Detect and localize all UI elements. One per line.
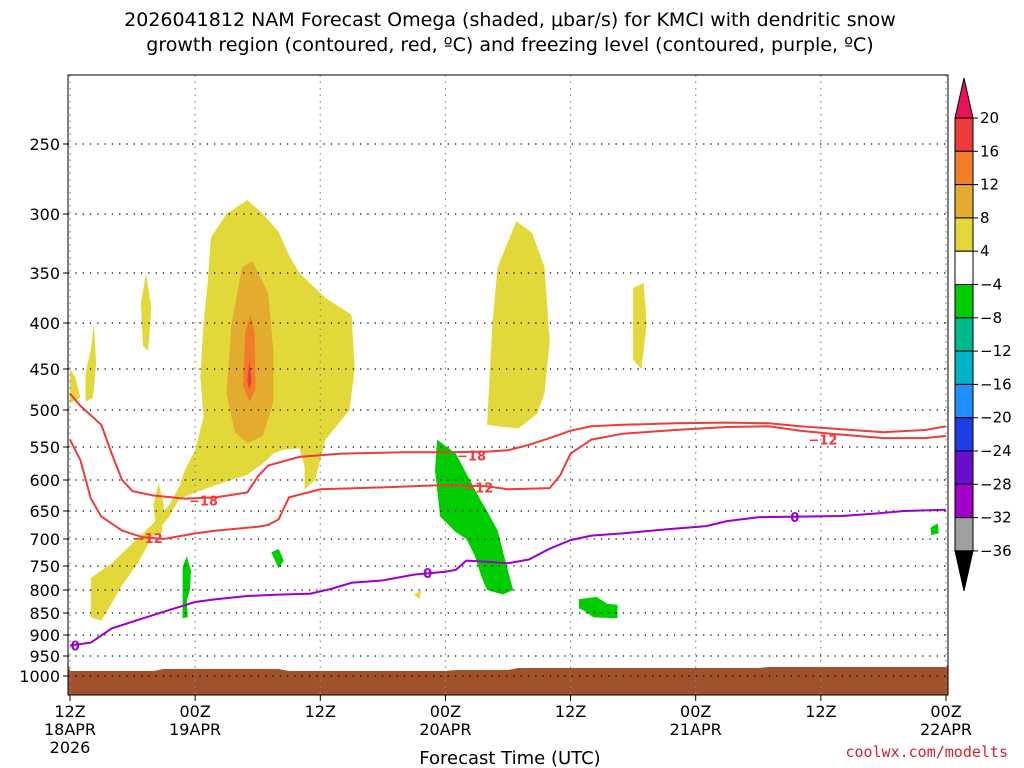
colorbar-segment: [954, 117, 974, 152]
colorbar-segment: [954, 450, 974, 485]
colorbar-segment: [954, 184, 974, 219]
colorbar-label: −32: [980, 509, 1012, 527]
pressure-tick-label: 500: [29, 401, 60, 420]
dgz-contour-label: −12: [808, 434, 837, 449]
colorbar-label: 20: [980, 109, 999, 127]
dgz-contour-label: −12: [134, 532, 163, 547]
omega-colorbar: 20 16 12 8 4 −4 −8 −12 −16 −20 −24 −28 −32 −36: [954, 77, 1012, 592]
dgz-contour-line: [69, 392, 947, 500]
time-tick-label: 21APR: [670, 720, 722, 739]
time-tick-label: 12Z: [54, 702, 85, 721]
time-tick-label: 00Z: [430, 702, 461, 721]
chart-title-line-1: 2026041812 NAM Forecast Omega (shaded, μ…: [124, 9, 896, 31]
pressure-tick-label: 300: [29, 205, 60, 224]
omega-region: [85, 323, 97, 402]
pressure-tick-label: 700: [29, 530, 60, 549]
credit-text[interactable]: coolwx.com/modelts: [845, 743, 1008, 761]
pressure-tick-label: 350: [29, 264, 60, 283]
time-tick-label: 18APR: [44, 720, 96, 739]
colorbar-segment: [954, 550, 974, 592]
pressure-tick-label: 450: [29, 360, 60, 379]
dgz-contour-label: −12: [464, 481, 493, 496]
colorbar-segment: [954, 284, 974, 319]
x-axis-label: Forecast Time (UTC): [419, 748, 600, 768]
pressure-tick-label: 850: [29, 604, 60, 623]
omega-region: [247, 359, 252, 390]
colorbar-label: −24: [980, 442, 1012, 460]
colorbar-segment: [954, 383, 974, 419]
surface-terrain: [68, 664, 948, 695]
pressure-tick-label: 400: [29, 314, 60, 333]
colorbar-segment: [954, 217, 974, 252]
omega-region: [271, 548, 284, 569]
time-tick-label: 20APR: [419, 720, 471, 739]
time-tick-label: 2026: [50, 738, 91, 757]
chart-title: 2026041812 NAM Forecast Omega (shaded, μ…: [124, 9, 896, 56]
colorbar-segment: [954, 77, 974, 119]
colorbar-label: −4: [980, 276, 1002, 294]
colorbar-label: 12: [980, 176, 999, 194]
pressure-tick-label: 950: [29, 647, 60, 666]
time-tick-label: 12Z: [555, 702, 586, 721]
dgz-contour-label: −18: [457, 450, 486, 465]
colorbar-label: 4: [980, 242, 990, 260]
grid-lines: [68, 75, 948, 695]
pressure-tick-label: 600: [29, 471, 60, 490]
colorbar-label: −16: [980, 375, 1012, 393]
colorbar-segment: [954, 317, 974, 352]
omega-region: [243, 315, 256, 402]
time-tick-label: 00Z: [930, 702, 961, 721]
time-tick-label: 00Z: [680, 702, 711, 721]
omega-region: [90, 200, 355, 621]
chart-title-line-2: growth region (contoured, red, ºC) and f…: [146, 34, 873, 56]
colorbar-segment: [954, 517, 974, 552]
colorbar-label: −12: [980, 342, 1012, 360]
freezing-level-label: 0: [790, 511, 799, 526]
temperature-contours: −18 −18 −12 −12 −12 0 0 0: [69, 392, 947, 655]
colorbar-label: −8: [980, 309, 1002, 327]
colorbar-label: −28: [980, 475, 1012, 493]
colorbar-segment: [954, 483, 974, 519]
dgz-contour-line: [69, 425, 947, 541]
plot-frame: [67, 74, 949, 696]
freezing-level-label: 0: [71, 640, 80, 655]
pressure-tick-label: 250: [29, 135, 60, 154]
colorbar-label: −20: [980, 409, 1012, 427]
colorbar-label: 16: [980, 142, 999, 160]
time-tick-label: 19APR: [169, 720, 221, 739]
time-tick-label: 12Z: [805, 702, 836, 721]
time-tick-label: 22APR: [920, 720, 972, 739]
omega-shading: [70, 200, 939, 621]
omega-region: [930, 523, 939, 536]
freezing-level-line: [69, 508, 947, 647]
pressure-tick-label: 900: [29, 626, 60, 645]
pressure-tick-label: 750: [29, 557, 60, 576]
colorbar-segment: [954, 150, 974, 186]
omega-region: [578, 596, 618, 619]
colorbar-label: −36: [980, 542, 1012, 560]
omega-region: [487, 221, 550, 429]
omega-region: [182, 556, 191, 619]
colorbar-segment: [954, 417, 974, 452]
time-tick-label: 12Z: [305, 702, 336, 721]
pressure-tick-label: 800: [29, 581, 60, 600]
colorbar-segment: [954, 250, 974, 285]
pressure-axis: 250 300 350 400 450 500 550 600 650 700 750 800 850 9…: [19, 135, 68, 686]
omega-region: [414, 590, 422, 600]
dgz-contour-label: −18: [189, 494, 218, 509]
omega-region: [633, 283, 647, 369]
freezing-level-label: 0: [423, 567, 432, 582]
omega-region: [140, 273, 152, 351]
colorbar-label: 8: [980, 209, 990, 227]
omega-region: [435, 439, 514, 595]
surface-fill: [68, 664, 948, 695]
time-tick-label: 00Z: [179, 702, 210, 721]
colorbar-segment: [954, 350, 974, 385]
pressure-tick-label: 1000: [19, 667, 60, 686]
pressure-tick-label: 550: [29, 438, 60, 457]
pressure-tick-label: 650: [29, 502, 60, 521]
omega-region: [70, 369, 81, 404]
